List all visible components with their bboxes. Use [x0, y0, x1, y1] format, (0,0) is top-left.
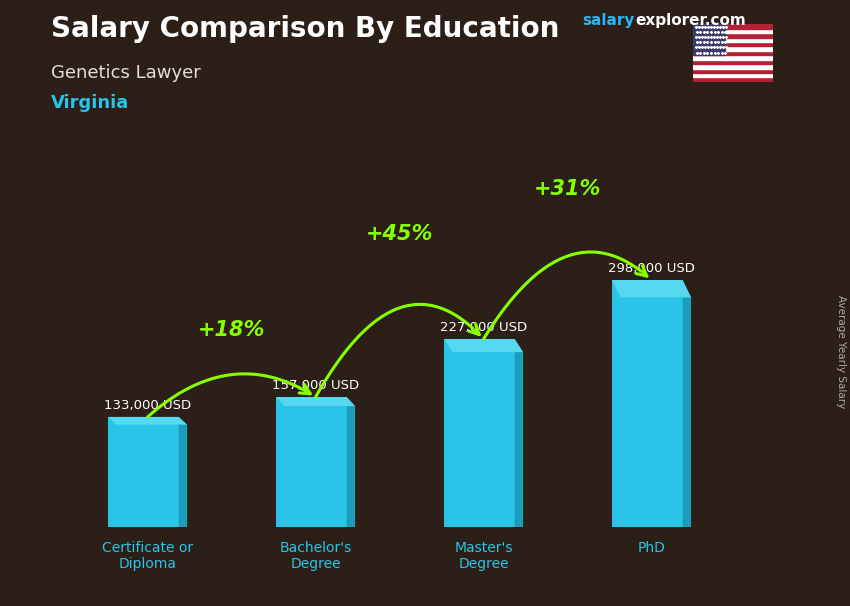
Bar — [693, 28, 774, 33]
Text: Salary Comparison By Education: Salary Comparison By Education — [51, 15, 559, 43]
Bar — [693, 73, 774, 78]
Polygon shape — [612, 280, 691, 298]
Polygon shape — [178, 417, 187, 527]
Text: +31%: +31% — [534, 179, 601, 199]
Polygon shape — [347, 397, 355, 527]
Text: 133,000 USD: 133,000 USD — [104, 399, 191, 412]
Text: Average Yearly Salary: Average Yearly Salary — [836, 295, 846, 408]
Bar — [693, 38, 774, 42]
Bar — [612, 280, 683, 527]
Polygon shape — [514, 339, 523, 527]
Bar — [693, 33, 774, 38]
Bar — [693, 68, 774, 73]
Bar — [693, 64, 774, 68]
Bar — [444, 339, 514, 527]
Bar — [276, 397, 347, 527]
Bar — [108, 417, 178, 527]
Bar — [693, 51, 774, 55]
Text: salary: salary — [582, 13, 635, 28]
Polygon shape — [444, 339, 523, 352]
Polygon shape — [683, 280, 691, 527]
Text: +45%: +45% — [366, 224, 434, 244]
Bar — [693, 42, 774, 47]
Text: 298,000 USD: 298,000 USD — [608, 262, 695, 275]
Text: Virginia: Virginia — [51, 94, 129, 112]
Text: 227,000 USD: 227,000 USD — [440, 321, 527, 334]
Bar — [693, 55, 774, 59]
Bar — [693, 59, 774, 64]
Text: Genetics Lawyer: Genetics Lawyer — [51, 64, 201, 82]
Polygon shape — [276, 397, 355, 406]
Text: 157,000 USD: 157,000 USD — [272, 379, 360, 392]
Bar — [693, 47, 774, 51]
Text: +18%: +18% — [198, 320, 265, 340]
Bar — [693, 78, 774, 82]
Bar — [693, 24, 725, 55]
Text: explorer.com: explorer.com — [635, 13, 745, 28]
Bar — [693, 24, 774, 28]
Polygon shape — [108, 417, 187, 425]
